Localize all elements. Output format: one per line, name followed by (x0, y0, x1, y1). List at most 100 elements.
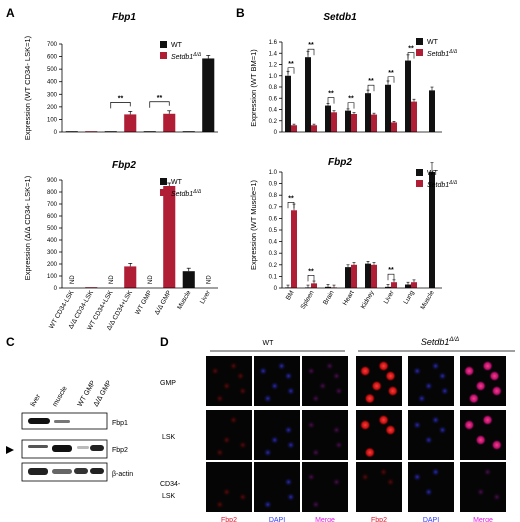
cell-spot (332, 477, 341, 487)
x-tick-label: Δ/Δ GMP (154, 290, 173, 317)
y-tick-label: 100 (47, 274, 58, 280)
cell-spot (286, 386, 296, 396)
cell-spot (491, 439, 503, 451)
y-tick-label: 700 (47, 42, 58, 48)
cell-spot (263, 500, 273, 509)
cell-spot (284, 371, 293, 381)
sig-label: ** (408, 46, 414, 53)
legend-label-ko: Setdb1Δ/Δ (171, 189, 202, 198)
cell-spot (417, 394, 427, 403)
y-tick-label: 0.4 (269, 240, 278, 246)
cell-spot (284, 425, 293, 435)
cell-spot (475, 434, 487, 446)
cell-spot (424, 435, 434, 445)
legend-label-wt: WT (427, 170, 439, 177)
cell-spot (229, 415, 239, 425)
bar (391, 122, 397, 132)
blot-lane-label: muscle (52, 385, 69, 408)
channel-label: DAPI (269, 517, 285, 522)
y-tick-label: 100 (47, 117, 58, 123)
chart-fbp1-cells: Fbp1 Expression (WT CD34- LSK=1) 0 100 200… (23, 12, 218, 140)
y-axis-label: Expression (WT BM=1) (249, 49, 258, 127)
cell-spot (215, 394, 225, 403)
y-tick-label: 200 (47, 262, 58, 268)
legend-label-wt: WT (427, 39, 439, 46)
cell-spot (412, 366, 422, 376)
y-tick-label: 0.1 (269, 274, 278, 280)
sig-bracket (287, 67, 295, 74)
cell-spot (438, 371, 447, 381)
sig-label: ** (388, 267, 394, 274)
channel-label: Fbp2 (371, 517, 387, 522)
cell-spot (306, 420, 316, 430)
legend-swatch-wt (160, 41, 167, 48)
cell-spot (491, 385, 503, 397)
bar (331, 112, 337, 132)
y-tick-label: 0 (54, 130, 58, 136)
cell-spot (440, 386, 450, 396)
sig-bracket (110, 102, 131, 109)
x-tick-label: Brain (322, 289, 336, 306)
micrograph-tile (408, 462, 454, 512)
legend-swatch-ko (160, 189, 167, 196)
cell-spot (229, 361, 239, 371)
channel-label: Merge (473, 517, 493, 522)
bar (285, 75, 291, 132)
bar (311, 125, 317, 132)
bar (365, 93, 371, 132)
y-axis-label: Expression (WT Muscle=1) (249, 179, 258, 270)
y-tick-label: 0 (274, 130, 278, 136)
bar (429, 90, 435, 132)
micrograph-tile (460, 356, 506, 406)
x-tick-label: Heart (342, 289, 356, 306)
legend-swatch-ko (416, 180, 423, 187)
bar (325, 286, 331, 288)
bar (311, 283, 317, 288)
bar (391, 282, 397, 288)
cell-spot (318, 381, 328, 391)
panel-label-d: D (160, 335, 169, 349)
cell-spot (482, 414, 494, 426)
y-tick-label: 400 (47, 238, 58, 244)
cell-spot (270, 435, 280, 445)
y-tick-label: 0 (54, 286, 58, 292)
x-tick-label: WT GMP (134, 290, 153, 317)
sig-label: ** (157, 95, 163, 102)
bar (325, 105, 331, 132)
cell-spot (476, 487, 486, 497)
y-tick-label: 800 (47, 190, 58, 196)
sig-bracket (307, 275, 315, 282)
cell-spot (385, 370, 396, 382)
sig-bracket (387, 76, 395, 83)
bar (371, 114, 377, 132)
micrograph-tile (460, 462, 506, 512)
bar (124, 114, 137, 132)
sig-label: ** (388, 70, 394, 77)
cell-spot (360, 472, 370, 482)
chart-setdb1-tissues: Setdb1 Expression (WT BM=1) 0 0.2 0.4 0.6 0.… (249, 12, 458, 136)
bar (385, 286, 391, 288)
sig-label: ** (368, 78, 374, 85)
sig-label: ** (348, 96, 354, 103)
row-label-lsk2: LSK (162, 493, 176, 500)
y-tick-label: 0.8 (269, 193, 278, 199)
chart-fbp2-cells: Fbp2 Expression (Δ/Δ CD34- LSK=1) 0 100 20… (23, 160, 218, 332)
bar (429, 172, 435, 288)
nd-label: ND (148, 275, 154, 284)
micrograph-tile (408, 410, 454, 460)
cell-spot (238, 386, 248, 396)
cell-spot (238, 492, 248, 502)
legend-label-ko: Setdb1Δ/Δ (427, 49, 458, 58)
chart-title: Fbp1 (112, 12, 136, 23)
x-tick-label: Spleen (300, 289, 316, 310)
y-tick-label: 700 (47, 202, 58, 208)
cell-spot (463, 419, 475, 431)
y-tick-label: 0.4 (269, 108, 278, 114)
y-tick-label: 0.3 (269, 251, 278, 257)
cell-spot (238, 440, 248, 450)
bar (305, 57, 311, 132)
cell-spot (386, 477, 395, 487)
sig-label: ** (288, 195, 294, 202)
x-tick-label: Muscle (176, 289, 193, 311)
